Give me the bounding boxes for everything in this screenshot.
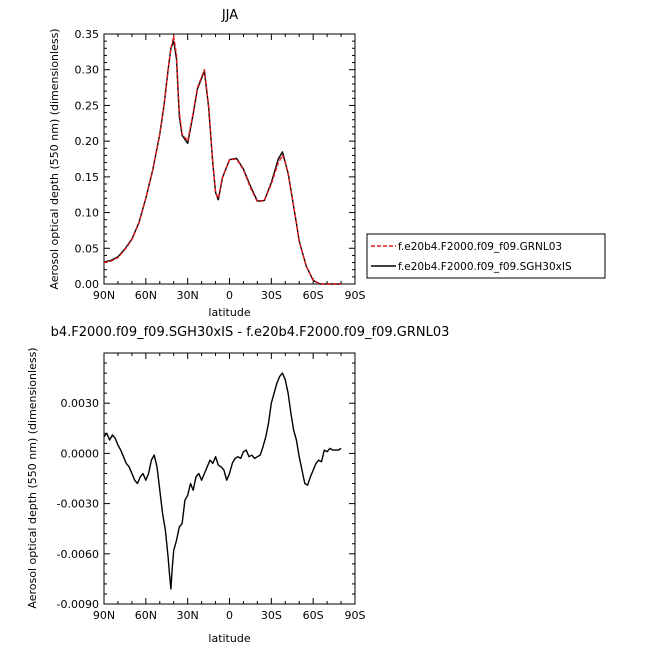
bottom-x-tick-label: 0 — [226, 609, 233, 622]
legend: f.e20b4.F2000.f09_f09.GRNL03 f.e20b4.F20… — [366, 233, 606, 279]
top-y-axis-label: Aerosol optical depth (550 nm) (dimensio… — [48, 28, 61, 289]
bottom-y-tick-label: -0.0090 — [57, 598, 99, 611]
top-y-tick-label: 0.35 — [75, 28, 100, 41]
top-y-tick-label: 0.20 — [75, 135, 100, 148]
bottom-x-tick-label: 30N — [177, 609, 199, 622]
bottom-y-tick-label: -0.0030 — [57, 498, 99, 511]
top-x-ticks: 90N 60N 30N 0 30S 60S 90S — [93, 34, 366, 302]
top-series-lines — [103, 35, 342, 285]
top-y-tick-label: 0.15 — [75, 171, 100, 184]
bottom-x-axis-label: latitude — [208, 632, 250, 645]
top-x-tick-label: 90N — [93, 289, 115, 302]
bottom-series-lines — [103, 372, 342, 590]
bottom-x-tick-label: 60N — [135, 609, 157, 622]
bottom-y-tick-label: -0.0060 — [57, 548, 99, 561]
top-x-tick-label: 30S — [261, 289, 282, 302]
top-y-tick-label: 0.10 — [75, 207, 100, 220]
top-x-tick-label: 30N — [177, 289, 199, 302]
bottom-series-line-0 — [103, 372, 342, 590]
top-x-axis-label: latitude — [208, 306, 250, 319]
top-x-tick-label: 0 — [226, 289, 233, 302]
bottom-x-tick-label: 90N — [93, 609, 115, 622]
top-y-ticks: 0.00 0.05 0.10 0.15 0.20 0.25 0.30 0.35 — [75, 28, 355, 291]
bottom-y-tick-label: 0.0030 — [61, 397, 100, 410]
legend-label-sgh30xis: f.e20b4.F2000.f09_f09.SGH30xIS — [398, 261, 572, 273]
bottom-y-axis-label: Aerosol optical depth (550 nm) (dimensio… — [26, 347, 39, 608]
top-panel: JJA 90N 60N 30N 0 30S 60S 90S 0.00 0.05 0.10 0.15… — [48, 8, 366, 319]
top-chart-title: JJA — [221, 8, 238, 23]
bottom-y-ticks: -0.0090 -0.0060 -0.0030 0.0000 0.0030 — [57, 352, 355, 611]
top-x-tick-label: 60N — [135, 289, 157, 302]
bottom-plot-frame — [103, 352, 356, 605]
top-x-tick-label: 90S — [345, 289, 366, 302]
top-x-tick-label: 60S — [303, 289, 324, 302]
top-series-line-1 — [103, 40, 342, 285]
bottom-chart-title: b4.F2000.f09_f09.SGH30xIS - f.e20b4.F200… — [51, 325, 450, 340]
top-y-tick-label: 0.25 — [75, 99, 100, 112]
top-series-line-0 — [103, 35, 342, 285]
bottom-x-tick-label: 30S — [261, 609, 282, 622]
bottom-y-tick-label: 0.0000 — [61, 447, 100, 460]
top-y-tick-label: 0.05 — [75, 242, 100, 255]
top-y-tick-label: 0.00 — [75, 278, 100, 291]
bottom-panel: b4.F2000.f09_f09.SGH30xIS - f.e20b4.F200… — [26, 325, 449, 645]
legend-label-grnl03: f.e20b4.F2000.f09_f09.GRNL03 — [398, 241, 562, 253]
bottom-x-ticks: 90N 60N 30N 0 30S 60S 90S — [93, 353, 366, 622]
bottom-x-tick-label: 90S — [345, 609, 366, 622]
bottom-x-tick-label: 60S — [303, 609, 324, 622]
top-y-tick-label: 0.30 — [75, 64, 100, 77]
legend-box — [366, 233, 606, 279]
